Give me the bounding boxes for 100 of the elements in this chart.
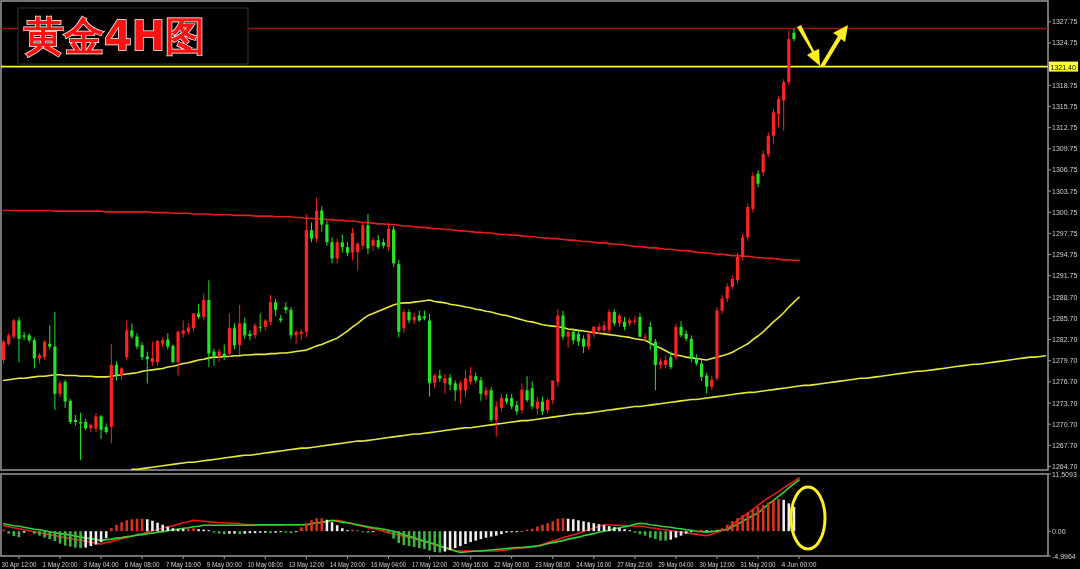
bar [33,531,36,534]
bar [669,531,673,540]
candlestick [94,412,98,433]
bar [125,520,129,532]
bar [43,531,46,538]
bar [192,528,195,532]
bar [392,531,395,539]
candlestick [145,351,149,384]
candlestick [530,380,534,410]
bar [397,531,401,544]
bar [654,531,657,540]
candlestick [566,329,570,349]
bar [541,524,544,532]
candlestick [689,334,693,363]
candlestick [653,338,657,391]
candlestick [12,318,16,340]
bar [494,531,498,536]
bar [648,531,652,538]
bar [767,502,770,532]
candlestick [782,78,786,132]
bar [222,531,226,535]
bar [233,531,236,534]
bar [474,531,478,541]
bar [772,500,775,532]
candlestick [248,329,252,341]
bar [659,531,662,541]
candlestick [258,312,262,333]
candlestick [130,322,134,340]
bar [731,521,734,532]
bar [305,523,308,532]
bar [418,531,421,549]
bar [320,518,324,532]
candlestick [443,373,447,395]
bar [84,531,87,548]
candlestick [371,236,375,252]
candlestick [776,95,781,128]
bar [187,528,190,532]
candlestick [535,396,539,416]
candlestick [761,150,765,177]
candlestick [155,339,160,367]
candlestick [238,304,242,356]
bar [423,531,426,550]
bar [571,519,575,532]
candlestick [561,310,565,341]
bar [577,520,580,532]
candlestick [386,221,391,252]
bar [679,531,683,536]
candlestick [268,294,273,326]
candlestick [335,238,339,264]
bar [746,512,750,532]
candlestick [68,398,72,425]
bar [664,531,667,541]
bar [428,531,431,551]
bar [777,498,780,532]
bar [613,527,616,532]
candlestick [402,308,406,334]
candlestick [453,379,457,402]
bar [161,524,164,532]
candlestick [648,321,652,351]
candlestick [735,252,740,285]
bar [310,520,313,532]
bar [228,531,231,534]
bar [587,522,590,532]
candlestick [171,343,175,365]
line-series [131,354,1047,470]
candlestick [325,220,329,247]
bar [79,531,82,549]
bar [69,531,72,547]
bar [120,522,123,532]
candlestick [1,339,6,365]
bar [151,520,154,532]
candlestick [484,386,488,400]
candlestick [725,282,729,303]
bar [243,531,247,534]
candlestick [243,317,247,340]
bar [741,515,744,532]
bar [7,531,10,534]
bar [459,531,462,547]
candlestick [705,372,709,395]
line-series [2,296,800,382]
bar [217,531,221,534]
bar [115,524,118,532]
candlestick [99,414,103,440]
candlestick [212,348,216,367]
bar [74,531,77,548]
bar [684,531,688,534]
candlestick [741,233,745,262]
bar [536,526,539,532]
candlestick [350,227,355,261]
bar [469,531,472,543]
bar [433,531,436,553]
candlestick [191,312,196,333]
candlestick [17,317,21,363]
candlestick [766,131,770,159]
candlestick [679,320,683,338]
candlestick [520,382,524,415]
bar [156,522,159,532]
candlestick [771,108,776,144]
candlestick [340,233,344,254]
candlestick [479,376,483,402]
